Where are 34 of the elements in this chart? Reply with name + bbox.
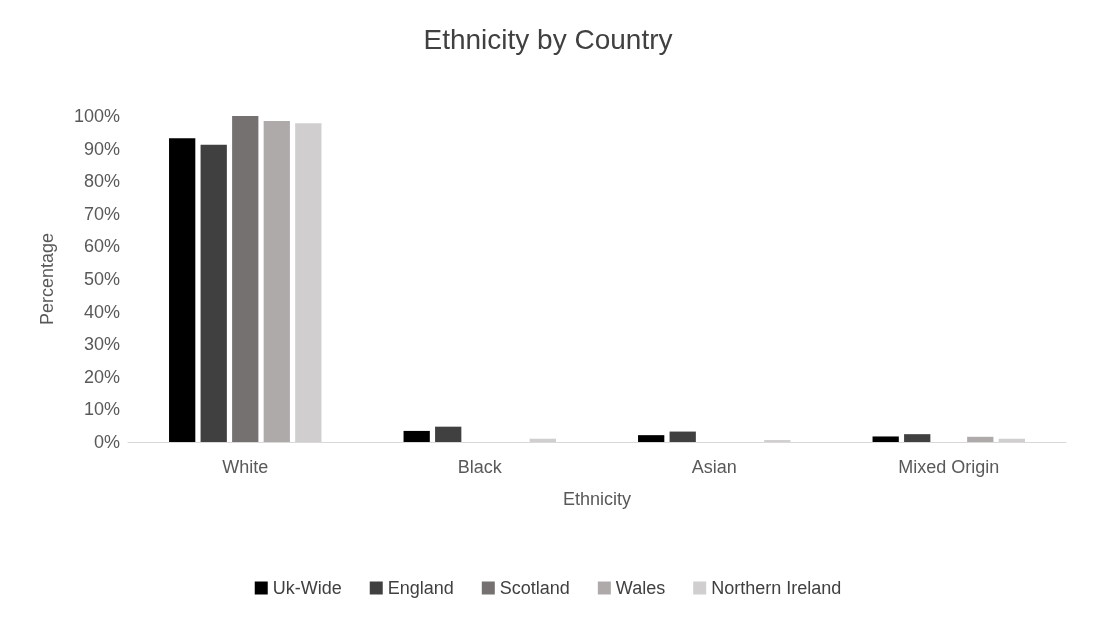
y-tick-label: 50%	[83, 269, 120, 289]
bar	[169, 138, 196, 442]
y-tick-label: 20%	[83, 366, 120, 387]
legend-label: England	[387, 578, 454, 598]
y-tick-label: 30%	[83, 334, 120, 355]
bar	[403, 430, 430, 442]
x-tick-label: Asian	[691, 457, 737, 477]
bar	[232, 116, 259, 442]
bar	[669, 431, 696, 442]
legend-label: Scotland	[499, 578, 570, 598]
bar	[904, 434, 931, 442]
y-tick-label: 60%	[83, 236, 120, 257]
bar	[872, 436, 899, 442]
y-tick-label: 10%	[83, 399, 120, 420]
chart-title: Ethnicity by Country	[423, 23, 673, 55]
bar	[435, 426, 462, 442]
bar	[638, 435, 665, 442]
y-tick-label: 40%	[83, 301, 120, 322]
y-axis-title: Percentage	[37, 232, 57, 326]
y-tick-label: 70%	[83, 203, 120, 224]
x-tick-label: White	[222, 457, 269, 477]
y-tick-label: 0%	[93, 432, 120, 452]
bar	[967, 436, 994, 442]
y-tick-label: 90%	[83, 138, 120, 159]
y-tick-label: 100%	[73, 106, 120, 126]
y-tick-label: 80%	[83, 171, 120, 192]
x-tick-label: Black	[457, 457, 503, 477]
bar	[200, 144, 227, 442]
x-tick-label: Mixed Origin	[898, 457, 1000, 477]
legend-label: Wales	[615, 578, 666, 598]
legend-label: Uk-Wide	[272, 578, 342, 598]
legend-label: Northern Ireland	[711, 578, 842, 598]
x-axis-title: Ethnicity	[562, 489, 632, 509]
bar	[263, 120, 290, 442]
